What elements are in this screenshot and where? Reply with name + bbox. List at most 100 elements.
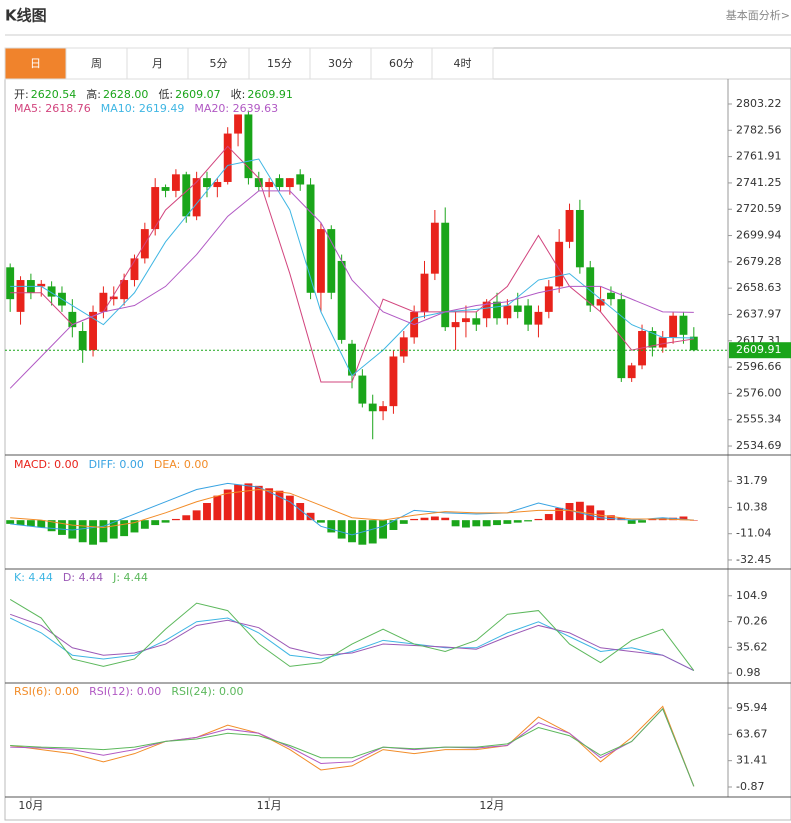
macd-bar — [503, 520, 512, 524]
y-tick-label: 31.41 — [736, 754, 768, 767]
macd-bar — [565, 503, 574, 521]
legend-entry: 收: — [231, 87, 246, 101]
candle-body — [565, 209, 574, 242]
candle-body — [234, 114, 242, 134]
y-tick-label: 2596.66 — [736, 360, 782, 373]
macd-bar — [130, 520, 139, 533]
candle-body — [648, 330, 657, 348]
candle-body — [223, 133, 232, 182]
legend-entry: DIFF: 0.00 — [89, 458, 144, 471]
candle-body — [503, 305, 512, 319]
macd-bar — [430, 516, 439, 521]
candle-body — [617, 299, 626, 379]
legend-entry: RSI(6): 0.00 — [14, 685, 79, 698]
macd-bar — [213, 495, 222, 521]
candle-body — [389, 356, 398, 407]
tab-label[interactable]: 30分 — [328, 57, 353, 70]
legend-entry: K: 4.44 — [14, 571, 53, 584]
legend-entry: 高: — [86, 87, 101, 101]
y-tick-label: -32.45 — [736, 553, 771, 566]
candle-body — [669, 315, 678, 338]
candle-body — [689, 336, 698, 351]
y-tick-label: 10.38 — [736, 500, 768, 513]
y-tick-label: 63.67 — [736, 727, 768, 740]
y-tick-label: 2679.28 — [736, 255, 782, 268]
indicator-line — [9, 598, 695, 671]
macd-bar — [223, 489, 232, 521]
y-tick-label: 70.26 — [736, 615, 768, 628]
macd-bar — [254, 485, 263, 521]
macd-bar — [607, 515, 615, 521]
tab-label[interactable]: 15分 — [267, 57, 292, 70]
x-tick-label: 11月 — [257, 799, 282, 812]
last-price-label: 2609.91 — [736, 343, 782, 356]
candle-body — [327, 229, 336, 293]
macd-bar — [244, 483, 253, 521]
page-title: K线图 — [5, 7, 47, 25]
tab-label[interactable]: 周 — [91, 57, 102, 70]
y-tick-label: 2699.94 — [736, 229, 782, 242]
macd-bar — [410, 518, 419, 521]
tab[interactable] — [4, 47, 67, 80]
y-tick-label: 35.62 — [736, 640, 768, 653]
macd-bar — [16, 520, 25, 526]
y-tick-label: 95.94 — [736, 701, 768, 714]
macd-bar — [89, 520, 97, 545]
legend-entry: RSI(24): 0.00 — [171, 685, 243, 698]
candle-body — [420, 273, 429, 312]
tab-label[interactable]: 5分 — [210, 57, 228, 70]
candle-body — [607, 292, 615, 300]
tab[interactable] — [126, 47, 189, 80]
candle-body — [658, 337, 667, 348]
candle-body — [151, 187, 160, 230]
macd-bar — [37, 520, 46, 528]
candle-body — [358, 375, 367, 404]
legend-entry: MACD: 0.00 — [14, 458, 79, 471]
indicator-line — [10, 489, 694, 529]
candle-body — [203, 178, 211, 188]
macd-bar — [482, 520, 491, 527]
macd-bar — [389, 520, 398, 530]
macd-bar — [203, 503, 211, 521]
tab-label[interactable]: 4时 — [454, 57, 472, 70]
macd-bar — [648, 518, 657, 521]
tab-label[interactable]: 60分 — [389, 57, 414, 70]
candle-body — [493, 301, 501, 319]
legend-entry: MA20: 2639.63 — [194, 102, 278, 115]
tab[interactable] — [248, 47, 311, 80]
legend-entry: 2609.07 — [175, 88, 221, 101]
macd-bar — [171, 518, 180, 521]
x-tick-label: 10月 — [18, 799, 43, 812]
candle-body — [254, 178, 263, 188]
indicator-line — [10, 145, 694, 383]
macd-bar — [140, 520, 149, 529]
candle-body — [182, 174, 191, 217]
legend-entry: 2620.54 — [31, 88, 77, 101]
tab[interactable] — [187, 47, 250, 80]
macd-bar — [627, 520, 636, 524]
y-tick-label: -11.04 — [736, 527, 771, 540]
chart-frame — [4, 47, 791, 821]
tab[interactable] — [431, 47, 494, 80]
candle-body — [296, 174, 305, 185]
macd-bar — [586, 505, 595, 521]
tab[interactable] — [65, 47, 128, 80]
candle-body — [544, 286, 553, 312]
fundamental-link[interactable]: 基本面分析> — [726, 8, 790, 22]
legend-entry: 低: — [158, 88, 173, 101]
macd-bar — [575, 501, 584, 521]
macd-bar — [68, 520, 77, 539]
y-tick-label: 2761.91 — [736, 150, 782, 163]
macd-bar — [316, 520, 325, 523]
candle-body — [37, 283, 46, 287]
macd-bar — [337, 520, 346, 539]
tab-label[interactable]: 月 — [152, 57, 163, 70]
legend-entry: DEA: 0.00 — [154, 458, 208, 471]
legend-entry: RSI(12): 0.00 — [89, 685, 161, 698]
tab-label[interactable]: 日 — [30, 57, 41, 70]
macd-bar — [513, 520, 522, 523]
y-tick-label: 2720.59 — [736, 202, 782, 215]
tab[interactable] — [309, 47, 372, 80]
candle-body — [596, 299, 605, 306]
candle-body — [306, 184, 315, 293]
